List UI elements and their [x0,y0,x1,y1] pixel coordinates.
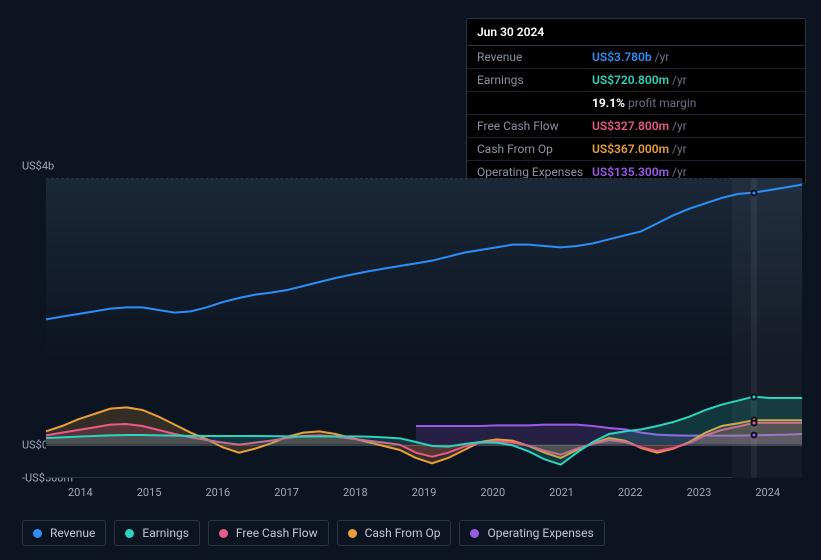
tooltip-row: Cash From OpUS$367.000m/yr [467,138,805,161]
tooltip-row-label: Revenue [477,50,592,64]
tooltip-row: RevenueUS$3.780b/yr [467,46,805,69]
legend-swatch [125,529,134,538]
legend-label: Free Cash Flow [236,526,318,540]
tooltip-row: Free Cash FlowUS$327.800m/yr [467,115,805,138]
legend-item-cash-from-op[interactable]: Cash From Op [337,520,452,546]
legend-label: Revenue [50,526,95,540]
tooltip-row: EarningsUS$720.800m/yr [467,69,805,92]
x-axis-label: 2014 [46,486,115,499]
x-axis-label: 2016 [183,486,252,499]
chart-legend: Revenue Earnings Free Cash Flow Cash From O… [22,520,605,546]
x-axis-label: 2017 [252,486,321,499]
legend-label: Earnings [142,526,189,540]
tooltip-subrow: 19.1% profit margin [467,92,805,115]
hover-dot [750,432,757,439]
tooltip-row-unit: /yr [672,119,687,133]
x-axis-label: 2019 [390,486,459,499]
legend-swatch [470,529,479,538]
x-axis-label: 2023 [665,486,734,499]
tooltip-row-label: Cash From Op [477,142,592,156]
legend-label: Operating Expenses [487,526,593,540]
legend-label: Cash From Op [365,526,441,540]
tooltip-row-label: Free Cash Flow [477,119,592,133]
tooltip-row-value: US$3.780b [592,50,652,64]
legend-swatch [33,529,42,538]
x-axis-label: 2021 [527,486,596,499]
y-axis-label: US$4b [22,160,54,173]
hover-dot [750,189,757,196]
hover-dot [750,419,757,426]
tooltip-row-unit: /yr [672,73,687,87]
y-axis-label: US$0 [22,438,48,451]
x-axis-label: 2018 [321,486,390,499]
x-axis-label: 2022 [596,486,665,499]
legend-item-free-cash-flow[interactable]: Free Cash Flow [208,520,329,546]
chart-svg [46,178,802,478]
x-axis-label: 2020 [458,486,527,499]
legend-item-revenue[interactable]: Revenue [22,520,106,546]
tooltip-row-label: Earnings [477,73,592,87]
tooltip-row-value: US$720.800m [592,73,669,87]
legend-swatch [348,529,357,538]
x-axis-label: 2024 [733,486,802,499]
hover-dot [750,393,757,400]
legend-swatch [219,529,228,538]
series-line-revenue [46,185,802,320]
legend-item-operating-expenses[interactable]: Operating Expenses [459,520,604,546]
legend-item-earnings[interactable]: Earnings [114,520,200,546]
tooltip-row-unit: /yr [672,142,687,156]
x-axis: 2014201520162017201820192020202120222023… [46,486,802,499]
financials-chart[interactable]: US$4bUS$0-US$500m 2014201520162017201820… [16,160,806,520]
tooltip-row-value: US$327.800m [592,119,669,133]
tooltip-row-unit: /yr [655,50,670,64]
tooltip-row-value: US$367.000m [592,142,669,156]
tooltip-date: Jun 30 2024 [467,19,805,46]
x-axis-label: 2015 [115,486,184,499]
